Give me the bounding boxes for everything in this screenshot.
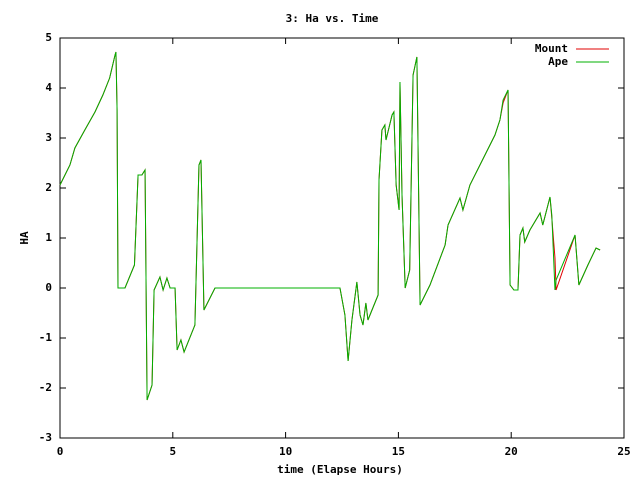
y-tick-label: 2 xyxy=(45,181,52,194)
y-tick-label: 5 xyxy=(45,31,52,44)
y-tick-label: -2 xyxy=(39,381,52,394)
legend-label: Mount xyxy=(535,42,568,55)
y-tick-label: -1 xyxy=(39,331,53,344)
plot-frame xyxy=(59,37,625,439)
y-axis-label: HA xyxy=(18,231,31,245)
y-tick-label: 1 xyxy=(45,231,52,244)
x-tick-label: 10 xyxy=(279,445,292,458)
x-tick-label: 5 xyxy=(169,445,176,458)
x-tick-label: 15 xyxy=(392,445,405,458)
y-tick-label: -3 xyxy=(39,431,52,444)
x-axis-label: time (Elapse Hours) xyxy=(277,463,403,476)
series-line xyxy=(59,51,601,401)
y-tick-label: 0 xyxy=(45,281,52,294)
legend-label: Ape xyxy=(548,55,568,68)
series-line xyxy=(59,51,601,401)
x-tick-label: 25 xyxy=(617,445,630,458)
x-tick-label: 20 xyxy=(505,445,518,458)
y-tick-label: 3 xyxy=(45,131,52,144)
x-tick-label: 0 xyxy=(57,445,64,458)
chart-title: 3: Ha vs. Time xyxy=(286,12,379,25)
y-tick-label: 4 xyxy=(45,81,52,94)
